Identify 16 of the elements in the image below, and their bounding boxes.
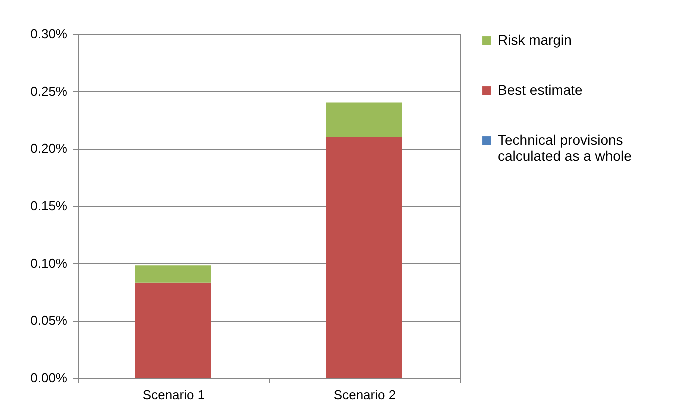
bar bbox=[326, 137, 402, 378]
y-tick-label: 0.05% bbox=[30, 313, 68, 328]
x-tick-label: Scenario 2 bbox=[334, 388, 396, 402]
y-tick-label: 0.00% bbox=[30, 370, 68, 386]
legend-label: Technical provisions calculated as a whole bbox=[498, 132, 632, 164]
x-tick-label: Scenario 1 bbox=[142, 388, 206, 402]
y-tick-label: 0.20% bbox=[30, 141, 68, 156]
legend-label: Risk margin bbox=[498, 32, 572, 48]
bar bbox=[326, 102, 402, 138]
y-tick-label: 0.30% bbox=[30, 26, 68, 42]
legend-label: Best estimate bbox=[498, 82, 584, 98]
bar bbox=[136, 266, 212, 283]
y-tick-label: 0.25% bbox=[30, 84, 68, 99]
bar bbox=[136, 282, 212, 378]
y-tick-label: 0.15% bbox=[30, 198, 68, 214]
y-tick-label: 0.10% bbox=[30, 256, 68, 271]
